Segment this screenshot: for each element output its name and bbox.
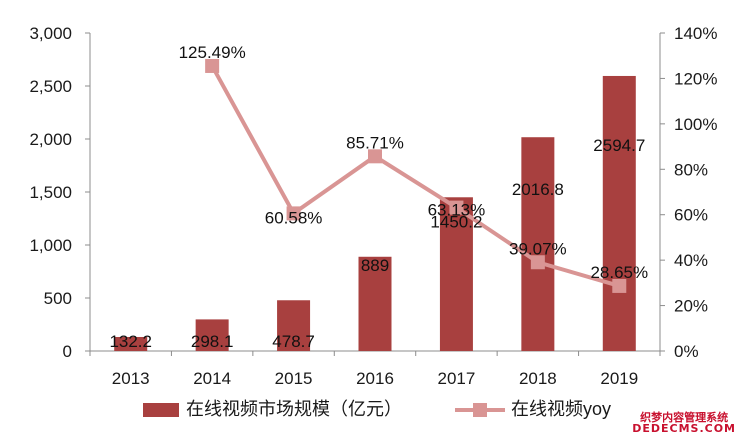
x-tick-label: 2015 (275, 369, 313, 388)
yoy-marker-2018 (530, 255, 545, 270)
y-right-tick-label: 40% (674, 251, 708, 270)
bar-label-2013: 132.2 (109, 332, 152, 351)
yoy-marker-2016 (368, 149, 382, 164)
bar-label-2014: 298.1 (191, 332, 234, 351)
y-right-tick-label: 80% (674, 160, 708, 179)
y-left-tick-label: 3,000 (29, 24, 72, 43)
x-tick-label: 2016 (356, 369, 394, 388)
yoy-marker-2015 (286, 206, 301, 221)
bar-2015 (277, 300, 311, 351)
y-left-tick-label: 0 (63, 342, 72, 361)
bar-label-2016: 889 (361, 256, 389, 275)
bar-label-2018: 2016.8 (512, 180, 564, 199)
line-series (205, 58, 627, 293)
yoy-label-2017: 63.13% (428, 201, 486, 220)
x-tick-label: 2018 (519, 369, 557, 388)
yoy-marker-2014 (205, 58, 220, 73)
bar-series (114, 75, 636, 352)
bar-2018 (521, 137, 555, 351)
y-right-tick-label: 100% (674, 115, 717, 134)
y-left-tick-label: 1,000 (29, 236, 72, 255)
y-right-tick-label: 120% (674, 69, 717, 88)
y-right-tick-label: 60% (674, 206, 708, 225)
yoy-label-2015: 60.58% (265, 208, 323, 227)
x-tick-label: 2017 (438, 369, 476, 388)
y-right-tick-label: 20% (674, 297, 708, 316)
y-left-tick-label: 2,000 (29, 130, 72, 149)
legend-label-bar: 在线视频市场规模（亿元） (186, 399, 402, 419)
y-right-tick-label: 0% (674, 342, 699, 361)
legend-swatch-bar (143, 403, 179, 417)
yoy-label-2018: 39.07% (509, 239, 567, 258)
bar-2019 (602, 75, 636, 352)
watermark-cn: 织梦内容管理系统 (640, 411, 729, 424)
data-labels: 132.2 298.1 478.7 889 1450.2 2016.8 2594.7 125.… (109, 43, 648, 351)
yoy-label-2014: 125.49% (179, 43, 246, 62)
bar-2014 (195, 319, 229, 351)
x-tick-label: 2014 (193, 369, 231, 388)
yoy-label-2016: 85.71% (346, 133, 404, 152)
x-tick-label: 2019 (600, 369, 638, 388)
legend-marker (473, 403, 487, 417)
watermark-en: DEDECMS.COM (632, 422, 736, 435)
yoy-label-2019: 28.65% (590, 263, 648, 282)
yoy-line (210, 64, 620, 288)
bar-label-2019: 2594.7 (593, 136, 645, 155)
bar-2016 (358, 256, 392, 351)
y-left-tick-label: 1,500 (29, 183, 72, 202)
y-left-tick-label: 500 (44, 289, 72, 308)
yoy-marker-2019 (612, 278, 627, 293)
bar-2013 (114, 336, 148, 351)
legend-label-line: 在线视频yoy (511, 399, 611, 419)
x-tick-label: 2013 (112, 369, 150, 388)
watermark: 织梦内容管理系统 DEDECMS.COM (632, 412, 736, 434)
bar-label-2015: 478.7 (272, 332, 315, 351)
bar-2017 (439, 197, 473, 351)
y-left-tick-label: 2,500 (29, 77, 72, 96)
yoy-marker-2017 (449, 200, 464, 215)
bar-label-2017: 1450.2 (430, 212, 482, 231)
axes: 0 500 1,000 1,500 2,000 2,500 3,000 0% 20% 40% 60%… (29, 24, 717, 388)
legend: 在线视频市场规模（亿元） 在线视频yoy (143, 399, 611, 419)
y-right-tick-label: 140% (674, 24, 717, 43)
